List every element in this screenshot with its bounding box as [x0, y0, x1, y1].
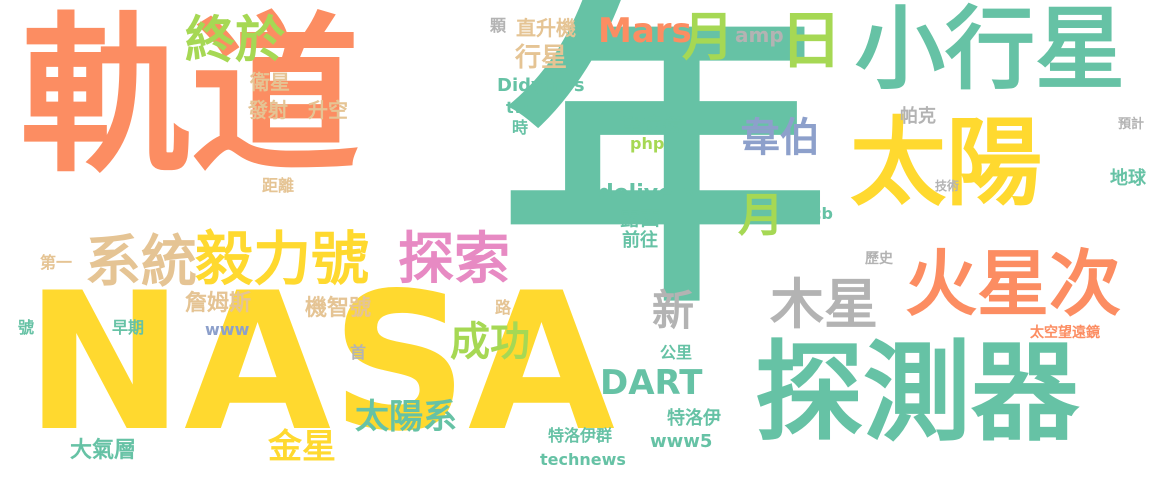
- word-liftoff: 升空: [308, 98, 348, 122]
- word-system: 系統: [85, 230, 197, 295]
- word-distance: 距離: [262, 176, 295, 195]
- word-satellite: 衛星: [250, 70, 290, 94]
- word-mars-en: Mars: [598, 11, 692, 51]
- word-pieces: 顆: [490, 16, 507, 35]
- word-php: php: [630, 134, 665, 153]
- word-year: 年: [500, 0, 830, 347]
- word-probe: 探測器: [755, 331, 1080, 456]
- word-number: 號: [18, 318, 35, 337]
- word-first-2: 首: [350, 343, 367, 362]
- word-launch: 發射: [248, 98, 288, 122]
- word-km: 公里: [660, 343, 693, 362]
- word-parker: 帕克: [900, 106, 936, 127]
- word-trojan: 特洛伊: [667, 408, 721, 429]
- word-trojan-group: 特洛伊群: [548, 426, 613, 445]
- word-road: 路: [495, 298, 512, 317]
- word-jupiter: 木星: [770, 273, 878, 336]
- word-space-telescope: 太空望遠鏡: [1030, 325, 1100, 341]
- word-success: 成功: [450, 319, 530, 365]
- word-lucy: 露西: [620, 206, 660, 230]
- word-webb: 韋伯: [740, 115, 820, 161]
- word-technews: technews: [540, 450, 626, 469]
- word-planet: 行星: [515, 43, 568, 73]
- word-nasa: NASA: [25, 252, 615, 473]
- word-telescope: 望遠鏡: [622, 113, 682, 137]
- word-venus: 金星: [268, 427, 336, 467]
- word-first: 第一: [40, 253, 73, 272]
- word-cb: cb: [812, 204, 833, 223]
- word-sun: 太陽: [850, 107, 1042, 219]
- word-new: 新: [652, 286, 695, 335]
- word-expected: 預計: [1118, 117, 1145, 132]
- word-asteroid: 小行星: [855, 0, 1125, 102]
- word-atmosphere: 大氣層: [70, 438, 137, 463]
- word-moon: 月: [682, 8, 735, 68]
- word-day: 日: [780, 4, 843, 77]
- word-finally: 終於: [185, 11, 285, 69]
- word-james: 詹姆斯: [185, 291, 252, 316]
- word-solar-system: 太陽系: [355, 397, 457, 437]
- word-helicopter: 直升機: [516, 16, 576, 40]
- word-amp: amp: [735, 23, 784, 47]
- word-www5: www5: [650, 431, 713, 452]
- word-mars-next: 火星次: [905, 242, 1122, 326]
- word-earth: 地球: [1110, 168, 1146, 189]
- word-delivery: delivery: [598, 181, 699, 206]
- word-technology: 技術: [935, 179, 960, 193]
- word-perseverance: 毅力號: [195, 225, 370, 293]
- word-ingenuity: 機智號: [305, 296, 372, 321]
- word-go-to: 前往: [622, 230, 658, 251]
- word-early: 早期: [112, 318, 145, 337]
- word-didymos: Didymos: [497, 75, 585, 96]
- word-dart: DART: [600, 363, 703, 403]
- word-moon-2: 月: [738, 188, 784, 242]
- word-tw: tw: [506, 98, 529, 117]
- word-orbit: 軌道: [20, 0, 361, 196]
- word-www: www: [205, 320, 250, 339]
- word-time: 時: [512, 118, 529, 137]
- word-explore: 探索: [398, 227, 510, 292]
- word-history: 歷史: [865, 251, 893, 267]
